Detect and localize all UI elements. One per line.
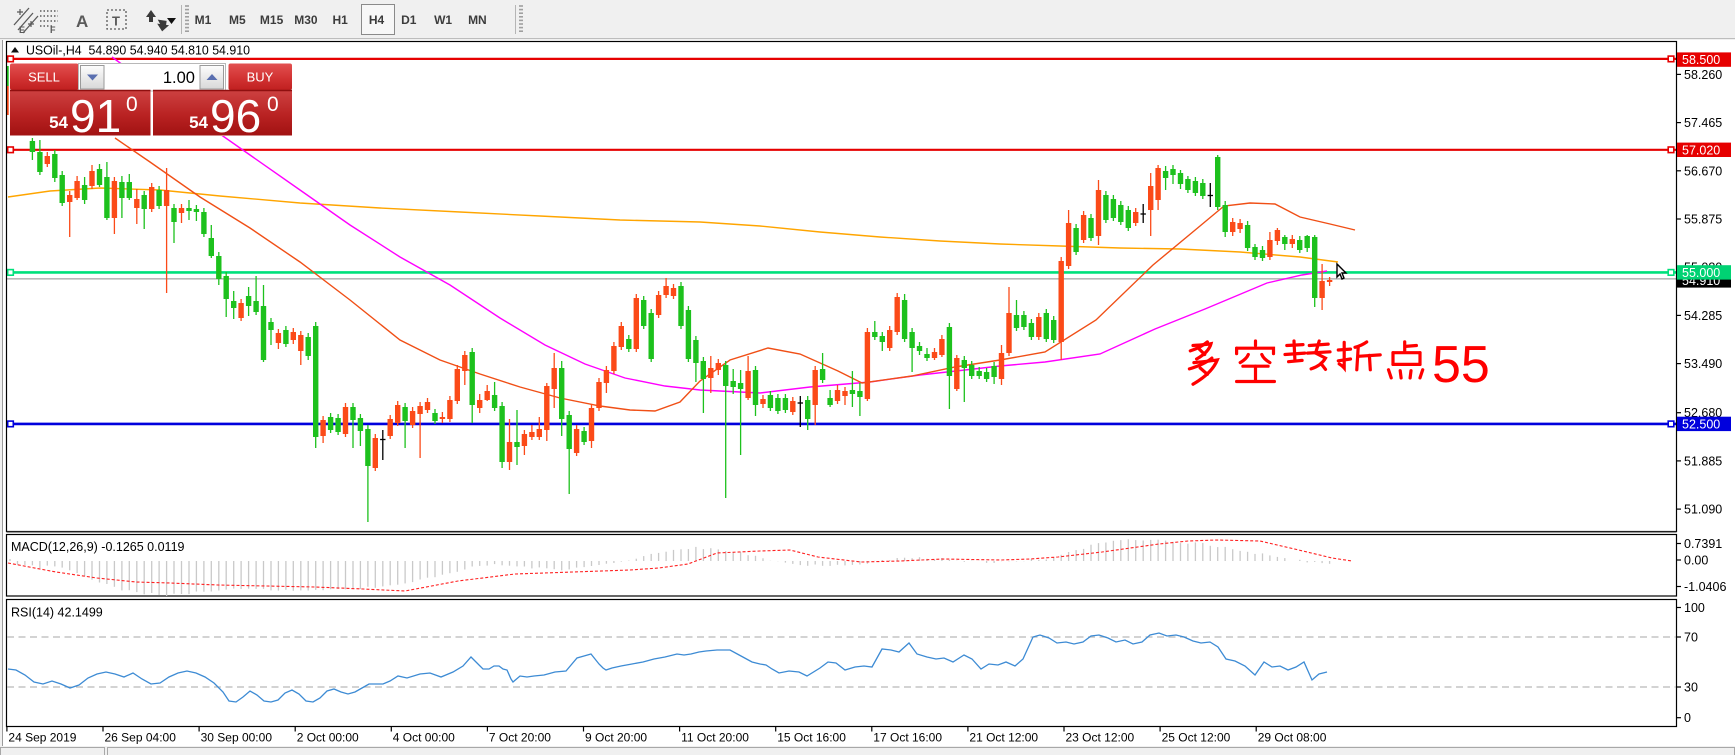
svg-text:24 Sep 2019: 24 Sep 2019 (8, 731, 76, 745)
svg-text:BUY: BUY (247, 70, 274, 85)
svg-text:W1: W1 (434, 13, 452, 27)
svg-text:MN: MN (468, 13, 487, 27)
svg-text:0.7391: 0.7391 (1684, 537, 1722, 551)
svg-text:9 Oct 20:00: 9 Oct 20:00 (585, 731, 647, 745)
svg-text:H4: H4 (369, 13, 385, 27)
svg-text:2 Oct 00:00: 2 Oct 00:00 (297, 731, 359, 745)
svg-text:17 Oct 16:00: 17 Oct 16:00 (873, 731, 942, 745)
svg-text:E: E (19, 25, 25, 35)
svg-text:56.670: 56.670 (1684, 164, 1722, 178)
svg-text:7 Oct 20:00: 7 Oct 20:00 (489, 731, 551, 745)
svg-text:1.00: 1.00 (163, 69, 195, 87)
svg-text:23 Oct 12:00: 23 Oct 12:00 (1066, 731, 1135, 745)
svg-text:21 Oct 12:00: 21 Oct 12:00 (969, 731, 1038, 745)
svg-text:SELL: SELL (28, 70, 60, 85)
svg-text:96: 96 (210, 90, 261, 142)
svg-text:A: A (76, 12, 88, 31)
svg-text:55: 55 (1432, 336, 1490, 394)
svg-text:57.020: 57.020 (1682, 143, 1720, 157)
svg-text:RSI(14) 42.1499: RSI(14) 42.1499 (11, 606, 103, 620)
svg-text:0: 0 (1684, 711, 1691, 725)
svg-text:53.490: 53.490 (1684, 357, 1722, 371)
svg-text:-1.0406: -1.0406 (1684, 580, 1726, 594)
svg-text:58.260: 58.260 (1684, 68, 1722, 82)
svg-text:29 Oct 08:00: 29 Oct 08:00 (1258, 731, 1327, 745)
svg-text:MACD(12,26,9) -0.1265 0.0119: MACD(12,26,9) -0.1265 0.0119 (11, 540, 185, 554)
svg-text:25 Oct 12:00: 25 Oct 12:00 (1162, 731, 1231, 745)
svg-text:55.000: 55.000 (1682, 266, 1720, 280)
svg-text:54.285: 54.285 (1684, 309, 1722, 323)
svg-text:54: 54 (189, 113, 208, 132)
svg-text:91: 91 (70, 90, 121, 142)
svg-text:M15: M15 (260, 13, 284, 27)
svg-text:54: 54 (49, 113, 68, 132)
svg-text:0.00: 0.00 (1684, 554, 1708, 568)
svg-text:30 Sep 00:00: 30 Sep 00:00 (201, 731, 273, 745)
svg-text:M5: M5 (229, 13, 246, 27)
svg-text:55.875: 55.875 (1684, 213, 1722, 227)
svg-text:4 Oct 00:00: 4 Oct 00:00 (393, 731, 455, 745)
svg-text:USOil-,H4 54.890 54.940 54.81: USOil-,H4 54.890 54.940 54.810 54.910 (26, 44, 250, 58)
svg-text:26 Sep 04:00: 26 Sep 04:00 (105, 731, 177, 745)
svg-text:D1: D1 (401, 13, 417, 27)
svg-text:57.465: 57.465 (1684, 116, 1722, 130)
svg-text:T: T (112, 14, 120, 29)
svg-text:H1: H1 (333, 13, 349, 27)
svg-text:30: 30 (1684, 681, 1698, 695)
svg-text:0: 0 (126, 93, 138, 116)
svg-text:51.885: 51.885 (1684, 454, 1722, 468)
svg-text:0: 0 (267, 93, 279, 116)
svg-text:F: F (50, 25, 56, 35)
svg-text:11 Oct 20:00: 11 Oct 20:00 (681, 731, 749, 745)
svg-text:100: 100 (1684, 601, 1705, 615)
svg-text:15 Oct 16:00: 15 Oct 16:00 (777, 731, 846, 745)
svg-text:52.500: 52.500 (1682, 418, 1720, 432)
svg-text:58.500: 58.500 (1682, 53, 1720, 67)
svg-text:M30: M30 (294, 13, 318, 27)
svg-text:70: 70 (1684, 631, 1698, 645)
svg-text:M1: M1 (195, 13, 212, 27)
svg-text:51.090: 51.090 (1684, 503, 1722, 517)
